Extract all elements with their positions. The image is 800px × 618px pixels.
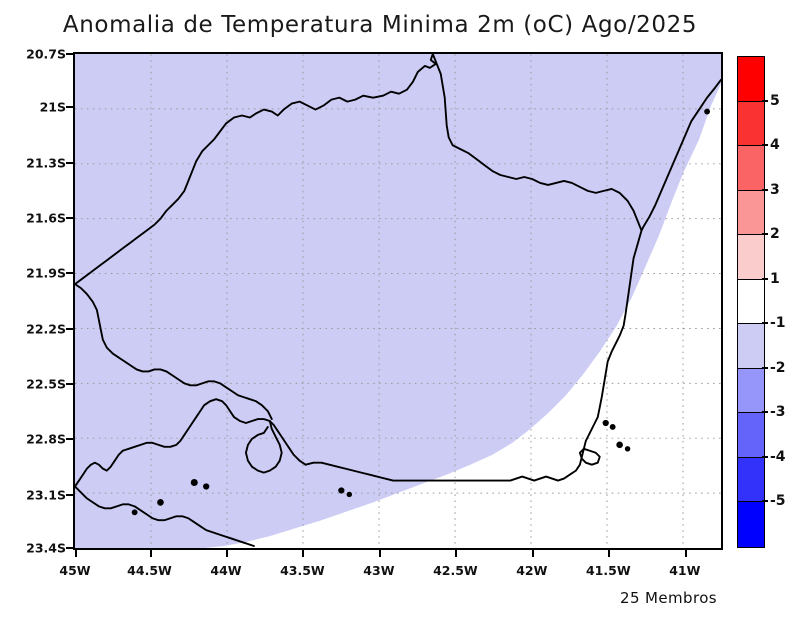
island-marker [203, 483, 210, 490]
colorbar-label: 1 [770, 270, 780, 287]
colorbar-band [738, 190, 764, 235]
colorbar-band [738, 146, 764, 191]
x-tick-mark [378, 550, 381, 557]
page-title: Anomalia de Temperatura Minima 2m (oC) A… [62, 12, 698, 38]
colorbar [737, 56, 765, 548]
x-tick-mark [149, 550, 152, 557]
map-plot-area [73, 52, 723, 550]
island-marker [616, 441, 623, 449]
y-tick-mark [66, 547, 73, 549]
border-north-east [431, 54, 643, 232]
y-tick-mark [66, 217, 73, 219]
x-tick-mark [75, 550, 77, 557]
colorbar-band [738, 502, 764, 547]
y-tick-mark [66, 106, 73, 109]
y-tick-label: 22.2S [26, 321, 66, 337]
coastline-ilha-grande [75, 449, 124, 488]
x-axis: 45W 44.5W 44W 43.5W 43W 42.5W 42W 41.5W … [59, 550, 723, 582]
x-tick-label: 44W [210, 563, 242, 578]
x-tick-mark [302, 550, 305, 557]
y-tick-mark [66, 438, 73, 441]
colorbar-label: 3 [770, 181, 780, 198]
y-tick-label: 22.8S [26, 431, 66, 447]
coastline-southwest [75, 485, 255, 547]
island-marker [190, 479, 198, 487]
colorbar-label: -1 [770, 315, 786, 331]
coastline-and-borders [75, 54, 721, 547]
colorbar-label: 5 [770, 92, 780, 109]
border-north-west [75, 54, 437, 286]
island-marker [346, 491, 353, 498]
colorbar-label: -4 [770, 448, 786, 465]
y-tick-label: 21.9S [26, 265, 66, 281]
colorbar-band [738, 57, 764, 102]
y-tick-label: 21.6S [26, 210, 66, 226]
island-marker [624, 446, 631, 452]
y-tick-mark [66, 493, 73, 496]
x-tick-mark [455, 550, 458, 557]
y-tick-label: 23.1S [26, 487, 66, 503]
colorbar-tick [762, 233, 768, 235]
y-tick-mark [66, 272, 73, 275]
colorbar-label: -5 [770, 493, 786, 509]
x-tick-label: 45W [59, 563, 91, 578]
island-marker [131, 509, 138, 516]
y-tick-label: 23.4S [26, 540, 66, 556]
colorbar-tick [762, 277, 768, 280]
colorbar-band [738, 279, 764, 324]
y-tick-label: 20.7S [26, 46, 66, 62]
y-tick-label: 22.5S [26, 376, 66, 392]
colorbar-band [738, 235, 764, 280]
x-tick-label: 42.5W [433, 563, 478, 578]
ensemble-members-note: 25 Membros [620, 589, 717, 607]
x-tick-label: 42W [516, 563, 548, 578]
coastline-guanabara [121, 398, 307, 466]
colorbar-tick [762, 455, 768, 458]
x-tick-label: 43.5W [280, 563, 325, 578]
colorbar-band [738, 368, 764, 413]
coastline-cabo-frio [578, 447, 601, 466]
x-tick-label: 43W [363, 563, 395, 578]
colorbar-label: 2 [770, 226, 780, 242]
colorbar-tick [762, 144, 768, 146]
x-tick-label: 41.5W [585, 563, 631, 578]
island-marker [609, 424, 616, 430]
x-tick-label: 44.5W [127, 563, 172, 578]
border-west [75, 283, 273, 420]
anomaly-region-minus2-to-minus1 [75, 54, 721, 548]
y-tick-mark [66, 161, 73, 164]
colorbar-tick [762, 366, 768, 369]
y-tick-label: 21.3S [26, 155, 66, 171]
y-tick-mark [66, 53, 73, 55]
x-tick-mark [684, 550, 687, 557]
map-canvas [75, 54, 721, 548]
colorbar-label: 4 [770, 137, 780, 153]
colorbar-tick [762, 411, 768, 413]
y-tick-mark [66, 327, 73, 330]
y-axis: 20.7S 21S 21.3S 21.6S 21.9S 22.2S 22.5S … [0, 47, 73, 556]
island-marker [338, 487, 345, 494]
x-tick-mark [531, 550, 534, 557]
colorbar-tick [762, 500, 768, 502]
colorbar-tick [762, 99, 768, 102]
colorbar-band [738, 324, 764, 369]
colorbar-tick [762, 322, 768, 324]
x-tick-mark [226, 550, 228, 557]
y-tick-mark [66, 383, 73, 385]
colorbar-band [738, 457, 764, 502]
colorbar-label: -3 [770, 404, 786, 420]
colorbar-label: -2 [770, 359, 786, 376]
colorbar-tick [762, 188, 768, 191]
island-marker [704, 108, 711, 115]
island-marker [602, 419, 609, 427]
island-marker [157, 499, 164, 506]
colorbar-labels: 5 4 3 2 1 -1 -2 -3 -4 -5 [762, 56, 800, 546]
coastline-east [304, 78, 721, 482]
coastline-bay-inlet [244, 420, 283, 474]
y-tick-label: 21S [39, 99, 66, 115]
colorbar-band [738, 413, 764, 458]
colorbar-band [738, 101, 764, 146]
x-tick-label: 41W [669, 563, 701, 578]
x-tick-mark [608, 550, 611, 557]
